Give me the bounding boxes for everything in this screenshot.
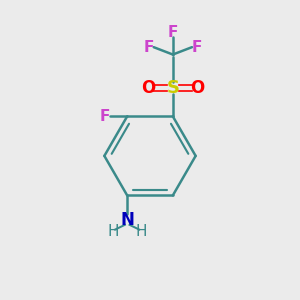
Text: O: O bbox=[190, 80, 204, 98]
Text: F: F bbox=[143, 40, 154, 55]
Text: S: S bbox=[166, 80, 179, 98]
Text: N: N bbox=[120, 211, 134, 229]
Text: F: F bbox=[192, 40, 202, 55]
Text: O: O bbox=[142, 80, 156, 98]
Text: H: H bbox=[107, 224, 119, 239]
Text: F: F bbox=[100, 109, 110, 124]
Text: H: H bbox=[136, 224, 147, 239]
Text: F: F bbox=[168, 25, 178, 40]
